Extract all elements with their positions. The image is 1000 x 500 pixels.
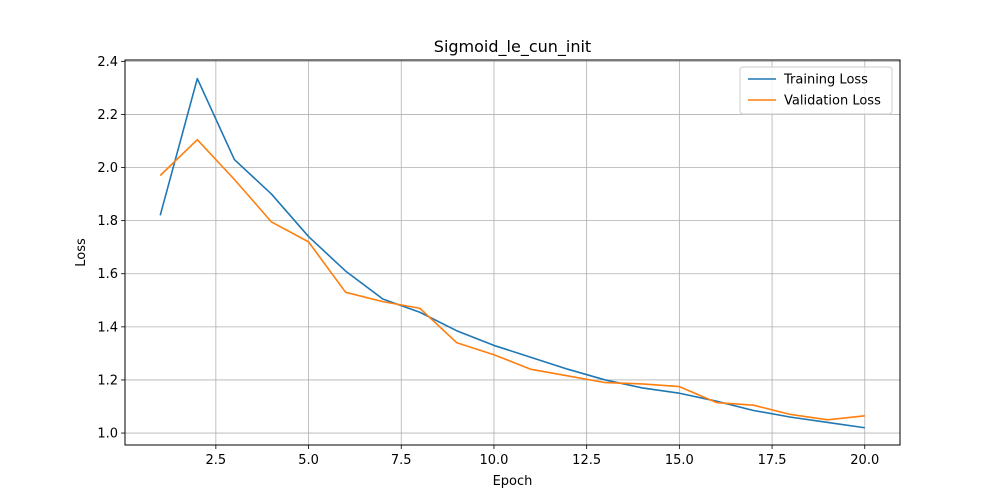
x-tick-label: 2.5 <box>206 453 227 468</box>
x-tick-label: 12.5 <box>572 453 601 468</box>
x-tick-label: 7.5 <box>391 453 412 468</box>
y-tick-label: 2.2 <box>97 108 118 123</box>
y-tick-label: 2.0 <box>97 161 118 176</box>
plot-frame <box>124 59 901 446</box>
legend-box <box>739 66 893 115</box>
x-axis-label: Epoch <box>493 474 533 489</box>
validation-loss-line <box>159 138 865 421</box>
y-tick-label: 1.8 <box>97 214 118 229</box>
legend-label-training-loss: Training Loss <box>783 73 868 88</box>
series-lines <box>159 77 865 429</box>
y-tick-label: 1.6 <box>97 267 118 282</box>
y-axis-label: Loss <box>74 238 89 267</box>
training-loss-line <box>159 77 865 429</box>
y-tick-label: 1.2 <box>97 373 118 388</box>
y-tick-label: 1.0 <box>97 427 118 442</box>
axis-ticks: 2.5 5.0 7.5 10.0 12.5 15.0 17.5 20.0 1.0 1.2 1.4 1.… <box>97 55 879 468</box>
chart-title: Sigmoid_le_cun_init <box>434 37 591 57</box>
x-tick-label: 17.5 <box>758 453 787 468</box>
x-tick-label: 20.0 <box>850 453 879 468</box>
x-tick-label: 10.0 <box>479 453 508 468</box>
legend: Training Loss Validation Loss <box>739 66 893 115</box>
grid <box>125 60 900 445</box>
y-tick-label: 2.4 <box>97 55 118 70</box>
legend-label-validation-loss: Validation Loss <box>784 94 881 109</box>
y-tick-label: 1.4 <box>97 320 118 335</box>
x-tick-label: 5.0 <box>298 453 319 468</box>
x-tick-label: 15.0 <box>665 453 694 468</box>
